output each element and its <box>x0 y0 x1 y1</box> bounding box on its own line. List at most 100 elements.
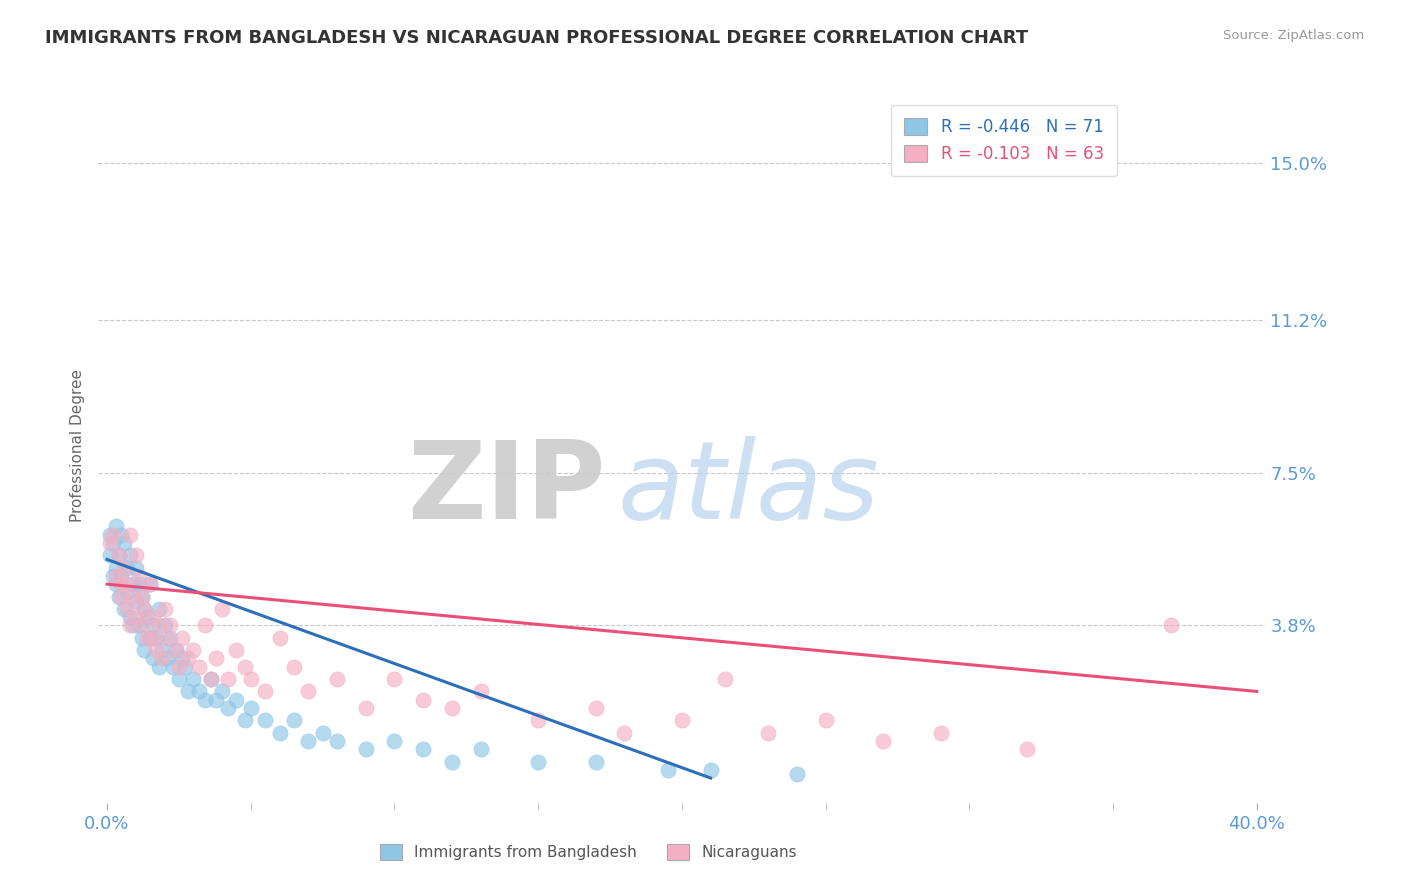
Point <box>145 643 167 657</box>
Point <box>110 590 132 604</box>
Point <box>115 602 138 616</box>
Point <box>269 631 291 645</box>
Point <box>671 714 693 728</box>
Point <box>162 659 184 673</box>
Point <box>165 643 187 657</box>
Point <box>699 763 721 777</box>
Point <box>613 725 636 739</box>
Point <box>110 577 132 591</box>
Point <box>153 602 176 616</box>
Point <box>714 672 737 686</box>
Point <box>125 593 148 607</box>
Point <box>200 672 222 686</box>
Point <box>283 659 305 673</box>
Point <box>150 643 173 657</box>
Y-axis label: Professional Degree: Professional Degree <box>70 369 86 523</box>
Point <box>107 549 129 563</box>
Point <box>153 618 176 632</box>
Point <box>110 527 132 541</box>
Point <box>412 692 434 706</box>
Point <box>217 701 239 715</box>
Point <box>354 742 377 756</box>
Point <box>225 643 247 657</box>
Point <box>176 684 198 698</box>
Point <box>527 714 550 728</box>
Point <box>384 734 406 748</box>
Point <box>167 672 190 686</box>
Point <box>139 577 162 591</box>
Point <box>101 536 124 550</box>
Point <box>756 725 779 739</box>
Point <box>239 672 262 686</box>
Point <box>326 672 349 686</box>
Point <box>142 610 165 624</box>
Point <box>657 763 679 777</box>
Point <box>412 742 434 756</box>
Point <box>239 701 262 715</box>
Point <box>188 684 211 698</box>
Point <box>167 659 190 673</box>
Text: ZIP: ZIP <box>408 436 606 541</box>
Point <box>165 643 187 657</box>
Point <box>150 651 173 665</box>
Point <box>98 536 121 550</box>
Point <box>269 725 291 739</box>
Point <box>384 672 406 686</box>
Point <box>205 651 228 665</box>
Point <box>122 618 145 632</box>
Point <box>156 651 179 665</box>
Point <box>131 631 153 645</box>
Point <box>118 527 141 541</box>
Text: IMMIGRANTS FROM BANGLADESH VS NICARAGUAN PROFESSIONAL DEGREE CORRELATION CHART: IMMIGRANTS FROM BANGLADESH VS NICARAGUAN… <box>45 29 1028 46</box>
Point <box>585 755 607 769</box>
Point <box>142 631 165 645</box>
Point <box>527 755 550 769</box>
Point <box>200 672 222 686</box>
Point <box>122 590 145 604</box>
Point <box>142 618 165 632</box>
Point <box>125 549 148 563</box>
Point <box>139 631 162 645</box>
Point <box>872 734 894 748</box>
Point <box>134 643 156 657</box>
Point <box>217 672 239 686</box>
Point <box>173 659 195 673</box>
Point <box>148 602 170 616</box>
Point <box>112 560 135 574</box>
Point <box>101 569 124 583</box>
Point <box>1160 618 1182 632</box>
Point <box>112 536 135 550</box>
Point <box>929 725 952 739</box>
Point <box>104 519 127 533</box>
Point <box>118 610 141 624</box>
Point <box>233 714 256 728</box>
Point <box>188 659 211 673</box>
Point <box>112 602 135 616</box>
Point <box>125 610 148 624</box>
Point <box>115 585 138 599</box>
Point <box>148 618 170 632</box>
Point <box>470 684 492 698</box>
Point <box>211 684 233 698</box>
Point <box>814 714 837 728</box>
Point <box>98 527 121 541</box>
Point <box>131 590 153 604</box>
Point <box>225 692 247 706</box>
Point <box>104 569 127 583</box>
Point <box>156 631 179 645</box>
Point <box>297 734 319 748</box>
Point <box>297 684 319 698</box>
Point <box>233 659 256 673</box>
Point <box>440 701 463 715</box>
Point <box>326 734 349 748</box>
Point <box>125 560 148 574</box>
Point <box>136 631 159 645</box>
Point <box>181 643 204 657</box>
Point <box>159 618 181 632</box>
Point <box>122 577 145 591</box>
Point <box>136 610 159 624</box>
Point <box>128 577 150 591</box>
Point <box>211 602 233 616</box>
Point <box>145 631 167 645</box>
Point <box>1015 742 1038 756</box>
